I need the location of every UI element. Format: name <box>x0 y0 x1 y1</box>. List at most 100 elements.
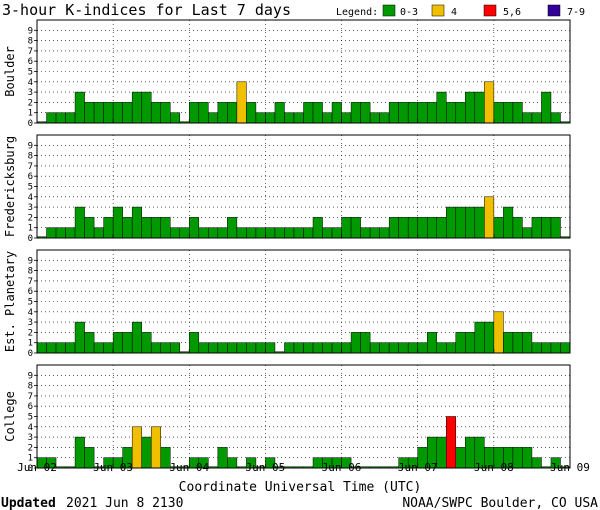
bar-0-17 <box>198 102 209 124</box>
bar-1-24 <box>265 227 276 239</box>
legend-item-label-3: 7-9 <box>567 7 585 18</box>
y-tick-label: 3 <box>28 88 33 98</box>
x-tick-label: Jun 02 <box>17 461 57 474</box>
bar-2-49 <box>503 332 514 354</box>
bar-2-5 <box>84 332 95 354</box>
bar-2-42 <box>436 342 447 354</box>
bar-0-10 <box>131 91 142 124</box>
bar-0-12 <box>150 102 161 124</box>
bar-3-52 <box>531 457 542 469</box>
y-tick-label: 3 <box>28 203 33 213</box>
bar-2-10 <box>131 321 142 354</box>
x-tick-label: Jun 04 <box>169 461 209 474</box>
x-tick-label: Jun 08 <box>474 461 514 474</box>
y-tick-label: 6 <box>28 57 33 67</box>
bar-2-1 <box>46 342 57 354</box>
y-tick-label: 0 <box>28 349 33 359</box>
bar-1-13 <box>160 217 171 239</box>
panel-label-2: Est. Planetary <box>3 251 17 352</box>
bar-1-44 <box>455 206 466 239</box>
panel-label-1: Fredericksburg <box>3 136 17 237</box>
bar-0-38 <box>398 102 409 124</box>
bar-0-53 <box>541 91 552 124</box>
bar-0-19 <box>217 102 228 124</box>
y-tick-label: 4 <box>28 193 33 203</box>
legend: Legend: 0-3 4 5,6 7-9 <box>336 4 585 18</box>
bar-1-2 <box>55 227 66 239</box>
bar-2-34 <box>360 332 371 354</box>
legend-item-label-2: 5,6 <box>503 7 521 18</box>
bar-2-11 <box>141 332 152 354</box>
bar-1-1 <box>46 227 57 239</box>
bar-1-17 <box>198 227 209 239</box>
bar-2-17 <box>198 342 209 354</box>
bar-0-4 <box>74 91 85 124</box>
legend-swatch-1 <box>431 4 445 17</box>
bar-0-29 <box>312 102 323 124</box>
y-tick-label: 4 <box>28 78 33 88</box>
y-tick-label: 8 <box>28 267 33 277</box>
bar-0-40 <box>417 102 428 124</box>
bar-2-12 <box>150 342 161 354</box>
bar-0-27 <box>293 112 304 124</box>
bar-2-55 <box>560 342 571 354</box>
bar-1-50 <box>512 217 523 239</box>
bar-2-6 <box>93 342 104 354</box>
y-tick-label: 1 <box>28 454 33 464</box>
bar-1-29 <box>312 217 323 239</box>
bar-0-44 <box>455 102 466 124</box>
footer-updated-label: Updated <box>1 496 56 510</box>
y-tick-label: 1 <box>28 339 33 349</box>
bar-2-20 <box>227 342 238 354</box>
bar-3-51 <box>522 447 533 469</box>
bar-2-9 <box>122 332 133 354</box>
bar-0-41 <box>426 102 438 124</box>
bar-2-33 <box>350 332 361 354</box>
bar-2-3 <box>65 342 76 354</box>
y-tick-label: 9 <box>28 26 33 36</box>
bar-2-37 <box>388 342 399 354</box>
panels: 0123456789Boulder0123456789Fredericksbur… <box>3 19 571 474</box>
bar-3-20 <box>227 457 238 469</box>
y-tick-label: 8 <box>28 382 33 392</box>
y-tick-label: 3 <box>28 433 33 443</box>
bar-1-52 <box>531 217 542 239</box>
bar-1-23 <box>255 227 266 239</box>
bar-0-54 <box>550 112 561 124</box>
bar-0-11 <box>141 91 152 124</box>
bar-0-52 <box>531 112 542 124</box>
panel-label-3: College <box>3 391 17 442</box>
bar-1-11 <box>141 217 152 239</box>
bar-1-53 <box>541 217 552 239</box>
bar-2-0 <box>36 342 47 354</box>
bar-0-24 <box>265 112 276 124</box>
bar-0-49 <box>503 102 514 124</box>
bar-1-16 <box>189 217 200 239</box>
bar-1-14 <box>170 227 181 239</box>
y-tick-label: 6 <box>28 287 33 297</box>
bar-0-43 <box>446 102 457 124</box>
bar-0-22 <box>246 102 257 124</box>
bar-1-19 <box>217 227 228 239</box>
bar-2-31 <box>331 342 342 354</box>
bar-0-30 <box>322 112 333 124</box>
bar-3-19 <box>217 447 228 469</box>
y-tick-label: 9 <box>28 256 33 266</box>
bar-1-38 <box>398 217 409 239</box>
bar-0-37 <box>388 102 399 124</box>
y-tick-label: 7 <box>28 162 33 172</box>
bar-1-54 <box>550 217 561 239</box>
bar-1-47 <box>484 196 495 239</box>
bar-1-4 <box>74 206 85 239</box>
bar-2-28 <box>303 342 314 354</box>
y-tick-label: 7 <box>28 47 33 57</box>
y-tick-label: 5 <box>28 183 33 193</box>
bar-0-36 <box>379 112 390 124</box>
bar-1-40 <box>417 217 428 239</box>
bar-0-5 <box>84 102 95 124</box>
y-tick-label: 0 <box>28 234 33 244</box>
bar-2-54 <box>550 342 561 354</box>
